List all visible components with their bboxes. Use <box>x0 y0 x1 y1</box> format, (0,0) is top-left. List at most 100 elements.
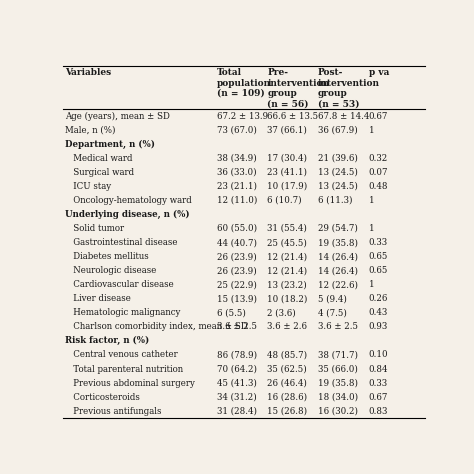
Text: 14 (26.4): 14 (26.4) <box>318 252 358 261</box>
Text: 13 (24.5): 13 (24.5) <box>318 182 358 191</box>
Text: 70 (64.2): 70 (64.2) <box>217 365 257 374</box>
Text: 29 (54.7): 29 (54.7) <box>318 224 358 233</box>
Text: 44 (40.7): 44 (40.7) <box>217 238 257 247</box>
Text: Oncology-hematology ward: Oncology-hematology ward <box>65 196 191 205</box>
Text: Total parenteral nutrition: Total parenteral nutrition <box>65 365 183 374</box>
Text: Medical ward: Medical ward <box>65 154 132 163</box>
Text: Total
population
(n = 109): Total population (n = 109) <box>217 68 271 98</box>
Text: Pre-
intervention
group
(n = 56): Pre- intervention group (n = 56) <box>267 68 329 109</box>
Text: 48 (85.7): 48 (85.7) <box>267 350 308 359</box>
Text: p va: p va <box>369 68 389 77</box>
Text: 86 (78.9): 86 (78.9) <box>217 350 257 359</box>
Text: Variables: Variables <box>65 68 111 77</box>
Text: 18 (34.0): 18 (34.0) <box>318 392 358 401</box>
Text: 6 (5.5): 6 (5.5) <box>217 308 246 317</box>
Text: 12 (11.0): 12 (11.0) <box>217 196 257 205</box>
Text: 3.6 ± 2.6: 3.6 ± 2.6 <box>267 322 308 331</box>
Text: 36 (33.0): 36 (33.0) <box>217 168 256 177</box>
Text: 10 (17.9): 10 (17.9) <box>267 182 308 191</box>
Text: 2 (3.6): 2 (3.6) <box>267 308 296 317</box>
Text: 38 (71.7): 38 (71.7) <box>318 350 358 359</box>
Text: 19 (35.8): 19 (35.8) <box>318 379 358 388</box>
Text: Post-
intervention
group
(n = 53): Post- intervention group (n = 53) <box>318 68 380 109</box>
Text: Risk factor, n (%): Risk factor, n (%) <box>65 337 149 346</box>
Text: Liver disease: Liver disease <box>65 294 131 303</box>
Text: 25 (22.9): 25 (22.9) <box>217 280 256 289</box>
Text: Hematologic malignancy: Hematologic malignancy <box>65 308 180 317</box>
Text: Central venous catheter: Central venous catheter <box>65 350 177 359</box>
Text: 1: 1 <box>369 224 374 233</box>
Text: 0.67: 0.67 <box>369 111 388 120</box>
Text: 60 (55.0): 60 (55.0) <box>217 224 257 233</box>
Text: 13 (24.5): 13 (24.5) <box>318 168 358 177</box>
Text: 16 (30.2): 16 (30.2) <box>318 407 358 416</box>
Text: 35 (66.0): 35 (66.0) <box>318 365 358 374</box>
Text: 16 (28.6): 16 (28.6) <box>267 392 308 401</box>
Text: Solid tumor: Solid tumor <box>65 224 124 233</box>
Text: 19 (35.8): 19 (35.8) <box>318 238 358 247</box>
Text: Male, n (%): Male, n (%) <box>65 126 115 135</box>
Text: 25 (45.5): 25 (45.5) <box>267 238 307 247</box>
Text: 23 (41.1): 23 (41.1) <box>267 168 308 177</box>
Text: 0.43: 0.43 <box>369 308 388 317</box>
Text: Cardiovascular disease: Cardiovascular disease <box>65 280 173 289</box>
Text: 0.32: 0.32 <box>369 154 388 163</box>
Text: Previous antifungals: Previous antifungals <box>65 407 161 416</box>
Text: 1: 1 <box>369 126 374 135</box>
Text: 31 (28.4): 31 (28.4) <box>217 407 257 416</box>
Text: 67.2 ± 13.9: 67.2 ± 13.9 <box>217 111 268 120</box>
Text: 15 (13.9): 15 (13.9) <box>217 294 257 303</box>
Text: 73 (67.0): 73 (67.0) <box>217 126 256 135</box>
Text: 0.33: 0.33 <box>369 379 388 388</box>
Text: 4 (7.5): 4 (7.5) <box>318 308 347 317</box>
Text: 0.65: 0.65 <box>369 266 388 275</box>
Text: 0.83: 0.83 <box>369 407 388 416</box>
Text: Underlying disease, n (%): Underlying disease, n (%) <box>65 210 190 219</box>
Text: 10 (18.2): 10 (18.2) <box>267 294 308 303</box>
Text: 26 (46.4): 26 (46.4) <box>267 379 307 388</box>
Text: 0.67: 0.67 <box>369 392 388 401</box>
Text: 66.6 ± 13.5: 66.6 ± 13.5 <box>267 111 319 120</box>
Text: Charlson comorbidity index, mean ± SD: Charlson comorbidity index, mean ± SD <box>65 322 247 331</box>
Text: 6 (10.7): 6 (10.7) <box>267 196 302 205</box>
Text: 12 (22.6): 12 (22.6) <box>318 280 358 289</box>
Text: 14 (26.4): 14 (26.4) <box>318 266 358 275</box>
Text: 0.33: 0.33 <box>369 238 388 247</box>
Text: 13 (23.2): 13 (23.2) <box>267 280 307 289</box>
Text: Surgical ward: Surgical ward <box>65 168 134 177</box>
Text: Previous abdominal surgery: Previous abdominal surgery <box>65 379 195 388</box>
Text: 0.65: 0.65 <box>369 252 388 261</box>
Text: Neurologic disease: Neurologic disease <box>65 266 156 275</box>
Text: 5 (9.4): 5 (9.4) <box>318 294 347 303</box>
Text: 45 (41.3): 45 (41.3) <box>217 379 256 388</box>
Text: 3.6 ± 2.5: 3.6 ± 2.5 <box>318 322 358 331</box>
Text: 35 (62.5): 35 (62.5) <box>267 365 307 374</box>
Text: 0.93: 0.93 <box>369 322 388 331</box>
Text: 23 (21.1): 23 (21.1) <box>217 182 257 191</box>
Text: 37 (66.1): 37 (66.1) <box>267 126 307 135</box>
Text: 26 (23.9): 26 (23.9) <box>217 266 256 275</box>
Text: Age (years), mean ± SD: Age (years), mean ± SD <box>65 111 170 121</box>
Text: 26 (23.9): 26 (23.9) <box>217 252 256 261</box>
Text: 0.26: 0.26 <box>369 294 388 303</box>
Text: 0.48: 0.48 <box>369 182 388 191</box>
Text: 3.6 ± 2.5: 3.6 ± 2.5 <box>217 322 257 331</box>
Text: 0.07: 0.07 <box>369 168 388 177</box>
Text: 1: 1 <box>369 280 374 289</box>
Text: 0.84: 0.84 <box>369 365 388 374</box>
Text: 0.10: 0.10 <box>369 350 388 359</box>
Text: ICU stay: ICU stay <box>65 182 111 191</box>
Text: Diabetes mellitus: Diabetes mellitus <box>65 252 148 261</box>
Text: Corticosteroids: Corticosteroids <box>65 392 140 401</box>
Text: Gastrointestinal disease: Gastrointestinal disease <box>65 238 177 247</box>
Text: 17 (30.4): 17 (30.4) <box>267 154 308 163</box>
Text: 31 (55.4): 31 (55.4) <box>267 224 307 233</box>
Text: 12 (21.4): 12 (21.4) <box>267 252 308 261</box>
Text: 36 (67.9): 36 (67.9) <box>318 126 358 135</box>
Text: 38 (34.9): 38 (34.9) <box>217 154 256 163</box>
Text: Department, n (%): Department, n (%) <box>65 140 155 149</box>
Text: 6 (11.3): 6 (11.3) <box>318 196 353 205</box>
Text: 15 (26.8): 15 (26.8) <box>267 407 308 416</box>
Text: 67.8 ± 14.4: 67.8 ± 14.4 <box>318 111 369 120</box>
Text: 1: 1 <box>369 196 374 205</box>
